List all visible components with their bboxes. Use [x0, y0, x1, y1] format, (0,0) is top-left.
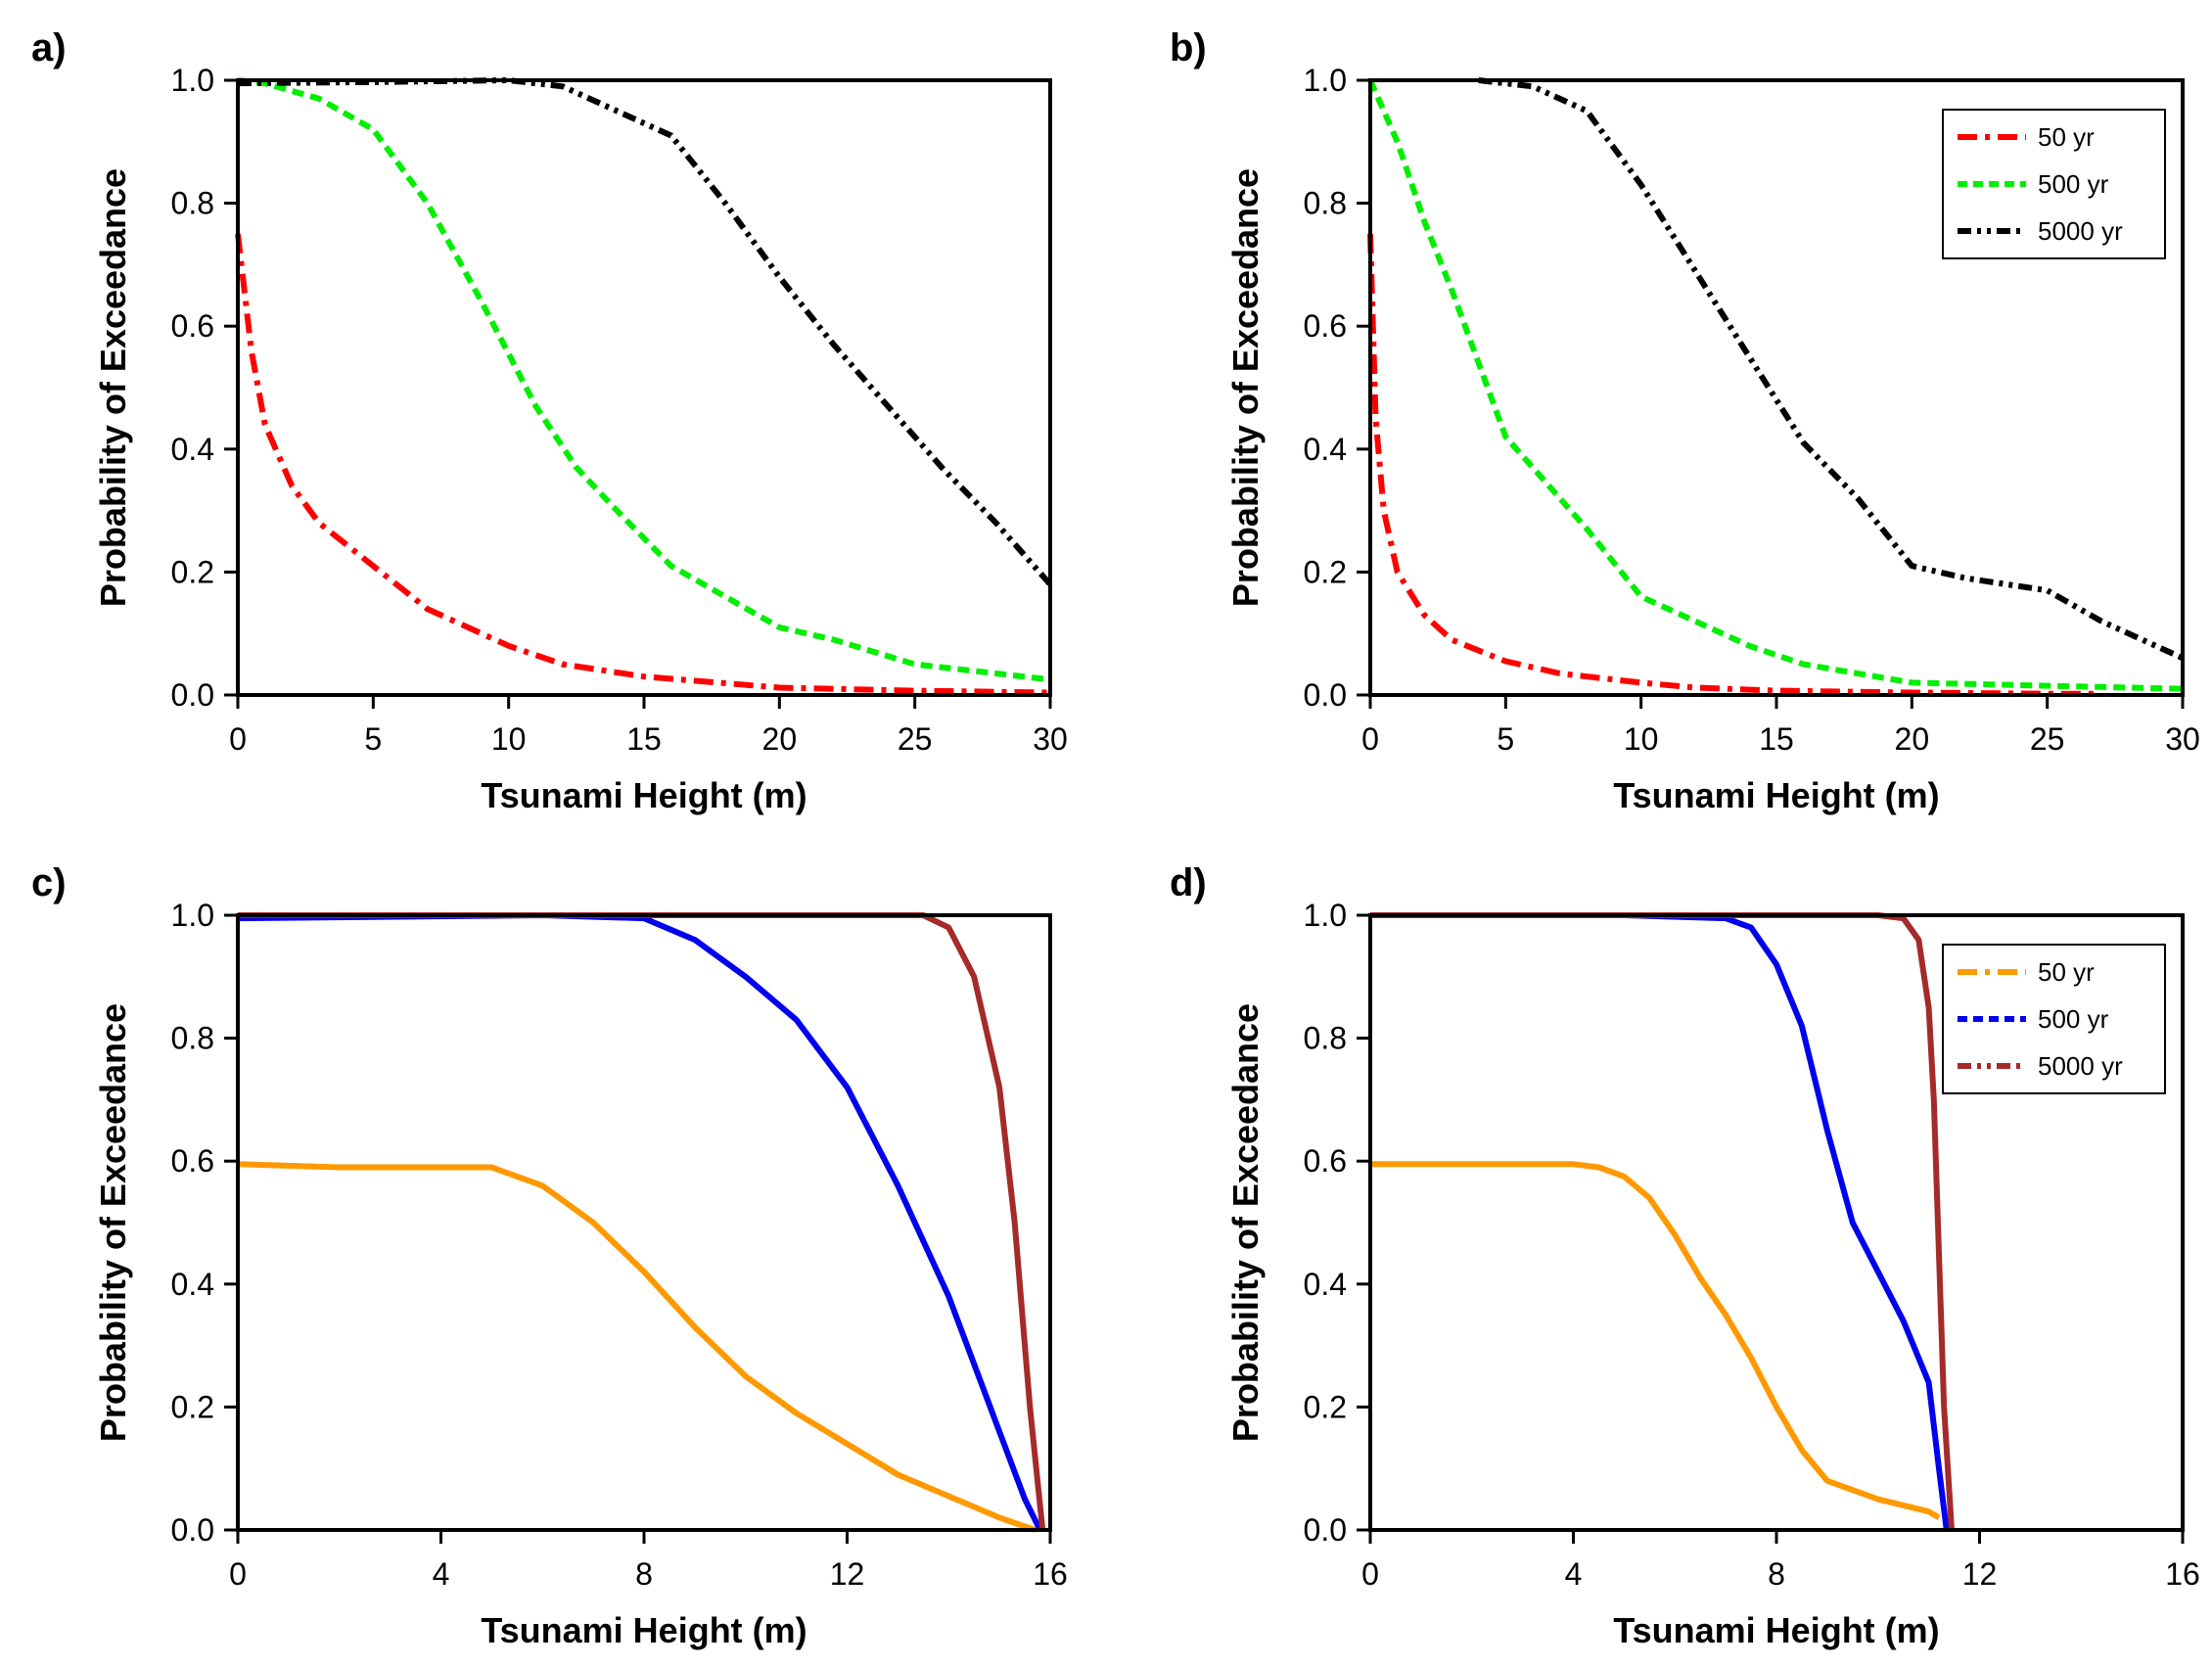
panel-c: c) 0 4 8 12 16 0.0 0.2 0.4 0.6 0.8 1.0 Tsunami Hei… [31, 861, 1068, 1650]
x-tick-label-a: 10 [491, 721, 527, 757]
series-layer-d [1370, 912, 1955, 1531]
legend-label-d-50yr: 50 yr [2038, 957, 2095, 987]
x-axis-title-a: Tsunami Height (m) [481, 775, 806, 815]
series-line-d-5000yr [1370, 912, 1955, 1531]
y-tick-label-c: 0.0 [171, 1512, 214, 1548]
x-tick-label-d: 8 [1768, 1556, 1785, 1592]
x-tick-label-b: 0 [1361, 721, 1379, 757]
x-tick-label-a: 30 [1033, 721, 1068, 757]
y-tick-label-d: 0.2 [1304, 1389, 1347, 1424]
x-tick-label-d: 0 [1361, 1556, 1379, 1592]
y-tick-label-b: 0.4 [1304, 432, 1347, 467]
y-axis-title-b: Probability of Exceedance [1225, 168, 1266, 607]
legend-label-b-5000yr: 5000 yr [2038, 216, 2123, 246]
tick-layer-b: 0 5 10 15 20 25 30 0.0 0.2 0.4 0.6 0.8 1.0 [1304, 63, 2200, 757]
y-tick-label-d: 0.8 [1304, 1021, 1347, 1056]
series-line-b-50yr [1367, 233, 2101, 697]
y-tick-label-b: 0.6 [1304, 308, 1347, 344]
panel-d: d) 0 4 8 12 16 0.0 0.2 0.4 0.6 0.8 1.0 50 yr 500 y… [1170, 861, 2200, 1650]
x-tick-label-c: 0 [229, 1556, 247, 1592]
panel-label-b: b) [1170, 26, 1207, 69]
y-tick-label-b: 0.8 [1304, 186, 1347, 221]
x-tick-label-c: 4 [433, 1556, 450, 1592]
series-line-a-500yr [237, 77, 1051, 683]
x-axis-title-b: Tsunami Height (m) [1613, 775, 1939, 815]
x-tick-label-c: 8 [635, 1556, 653, 1592]
x-tick-label-c: 16 [1033, 1556, 1068, 1592]
series-line-b-5000yr [1478, 77, 2185, 662]
plot-frame-c [236, 913, 1052, 1532]
y-tick-label-c: 0.2 [171, 1389, 214, 1424]
x-tick-label-b: 5 [1497, 721, 1514, 757]
legend-label-d-5000yr: 5000 yr [2038, 1051, 2123, 1081]
legend-b: 50 yr 500 yr 5000 yr [1942, 109, 2166, 259]
x-tick-label-b: 10 [1624, 721, 1659, 757]
x-tick-label-c: 12 [830, 1556, 865, 1592]
y-tick-label-b: 0.0 [1304, 677, 1347, 713]
series-line-b-500yr [1367, 78, 2184, 692]
y-tick-label-d: 0.4 [1304, 1267, 1347, 1302]
x-tick-label-b: 25 [2030, 721, 2065, 757]
x-tick-label-d: 4 [1565, 1556, 1583, 1592]
series-line-c-500yr [237, 912, 1043, 1532]
x-axis-title-c: Tsunami Height (m) [481, 1610, 806, 1650]
panel-a: a) 0 5 10 15 20 25 30 0.0 0.2 0.4 0.6 0.8 1.0 Tsunam… [31, 26, 1068, 815]
y-tick-label-a: 0.8 [171, 186, 214, 221]
x-tick-label-a: 0 [229, 721, 247, 757]
series-line-a-50yr [235, 233, 1051, 696]
x-tick-label-b: 30 [2165, 721, 2200, 757]
x-tick-label-d: 12 [1962, 1556, 1998, 1592]
plot-frame-a [236, 78, 1052, 697]
x-tick-label-b: 15 [1759, 721, 1794, 757]
y-tick-label-d: 1.0 [1304, 898, 1347, 933]
series-line-c-5000yr [238, 912, 1046, 1531]
series-layer-b [1367, 77, 2185, 697]
x-tick-label-b: 20 [1895, 721, 1930, 757]
series-line-d-50yr [1370, 1161, 1941, 1520]
y-tick-label-c: 0.6 [171, 1143, 214, 1179]
legend-d: 50 yr 500 yr 5000 yr [1942, 944, 2166, 1094]
tick-layer-a: 0 5 10 15 20 25 30 0.0 0.2 0.4 0.6 0.8 1.0 [171, 63, 1068, 757]
x-axis-title-d: Tsunami Height (m) [1613, 1610, 1939, 1650]
y-tick-label-a: 1.0 [171, 63, 214, 98]
y-tick-label-c: 1.0 [171, 898, 214, 933]
y-tick-label-c: 0.8 [171, 1021, 214, 1056]
y-axis-title-d: Probability of Exceedance [1225, 1003, 1266, 1442]
x-tick-label-a: 25 [898, 721, 933, 757]
panel-label-c: c) [31, 861, 67, 904]
legend-label-b-50yr: 50 yr [2038, 122, 2095, 152]
panel-label-a: a) [31, 26, 67, 69]
tick-layer-d: 0 4 8 12 16 0.0 0.2 0.4 0.6 0.8 1.0 [1304, 898, 2200, 1592]
y-axis-title-a: Probability of Exceedance [93, 168, 133, 607]
series-line-c-50yr [237, 1161, 1037, 1533]
y-tick-label-d: 0.0 [1304, 1512, 1347, 1548]
x-tick-label-d: 16 [2165, 1556, 2200, 1592]
series-layer-a [235, 77, 1053, 696]
y-tick-label-a: 0.0 [171, 677, 214, 713]
x-tick-label-a: 15 [626, 721, 662, 757]
series-line-d-500yr [1370, 912, 1950, 1531]
panel-label-d: d) [1170, 861, 1207, 904]
x-tick-label-a: 5 [364, 721, 382, 757]
series-layer-c [237, 912, 1046, 1533]
legend-label-d-500yr: 500 yr [2038, 1004, 2109, 1034]
panel-b: b) 0 5 10 15 20 25 30 0.0 0.2 0.4 0.6 0.8 1.0 50 yr … [1170, 26, 2200, 815]
tick-layer-c: 0 4 8 12 16 0.0 0.2 0.4 0.6 0.8 1.0 [171, 898, 1068, 1592]
y-tick-label-a: 0.2 [171, 554, 214, 589]
series-line-a-5000yr [237, 77, 1053, 586]
y-tick-label-a: 0.4 [171, 432, 214, 467]
y-tick-label-d: 0.6 [1304, 1143, 1347, 1179]
y-tick-label-b: 1.0 [1304, 63, 1347, 98]
y-tick-label-a: 0.6 [171, 308, 214, 344]
x-tick-label-a: 20 [762, 721, 798, 757]
y-tick-label-b: 0.2 [1304, 554, 1347, 589]
legend-label-b-500yr: 500 yr [2038, 169, 2109, 199]
y-axis-title-c: Probability of Exceedance [93, 1003, 133, 1442]
y-tick-label-c: 0.4 [171, 1267, 214, 1302]
